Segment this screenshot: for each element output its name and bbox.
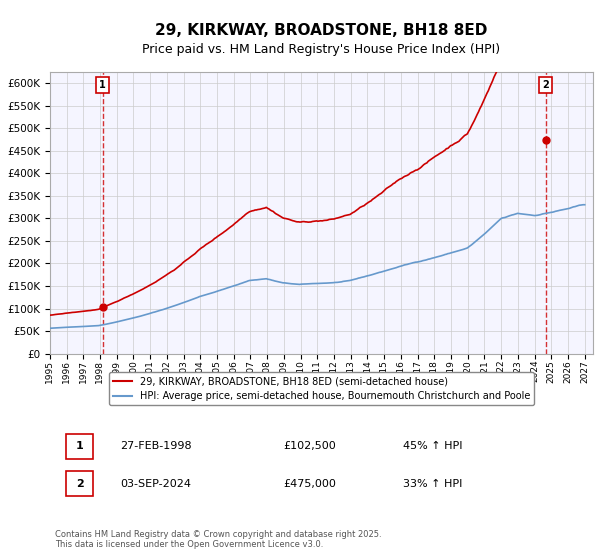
Text: 2: 2 [76, 479, 83, 489]
Text: 29, KIRKWAY, BROADSTONE, BH18 8ED: 29, KIRKWAY, BROADSTONE, BH18 8ED [155, 23, 488, 38]
Text: 1: 1 [99, 81, 106, 90]
Text: £475,000: £475,000 [283, 479, 336, 489]
Text: 1: 1 [76, 441, 83, 451]
Text: Contains HM Land Registry data © Crown copyright and database right 2025.
This d: Contains HM Land Registry data © Crown c… [55, 530, 382, 549]
FancyBboxPatch shape [66, 434, 93, 459]
Text: £102,500: £102,500 [283, 441, 336, 451]
Text: Price paid vs. HM Land Registry's House Price Index (HPI): Price paid vs. HM Land Registry's House … [142, 43, 500, 55]
Text: 27-FEB-1998: 27-FEB-1998 [121, 441, 192, 451]
Text: 2: 2 [542, 81, 549, 90]
FancyBboxPatch shape [66, 472, 93, 496]
Text: 03-SEP-2024: 03-SEP-2024 [121, 479, 191, 489]
Text: 45% ↑ HPI: 45% ↑ HPI [403, 441, 463, 451]
Legend: 29, KIRKWAY, BROADSTONE, BH18 8ED (semi-detached house), HPI: Average price, sem: 29, KIRKWAY, BROADSTONE, BH18 8ED (semi-… [109, 372, 534, 405]
Text: 33% ↑ HPI: 33% ↑ HPI [403, 479, 462, 489]
